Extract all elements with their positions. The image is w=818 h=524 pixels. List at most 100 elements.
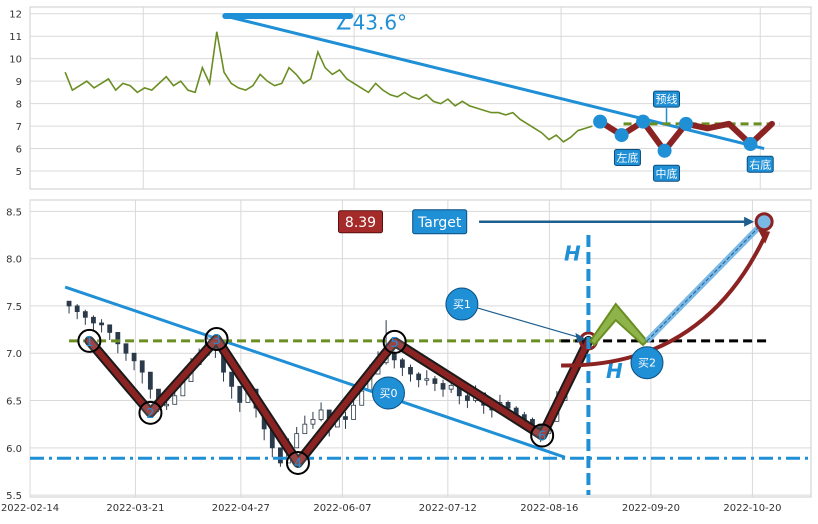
top-price-line bbox=[64, 31, 593, 143]
bottom-ytick-label: 8.0 bbox=[6, 255, 22, 266]
bottom-xtick-label: 2022-03-21 bbox=[106, 503, 164, 514]
bottom-xtick-label: 2022-08-16 bbox=[520, 503, 578, 514]
target-arc bbox=[561, 236, 766, 368]
top-ytick-label: 5 bbox=[16, 167, 22, 178]
bottom-xtick-label: 2022-06-07 bbox=[313, 503, 371, 514]
candle-body bbox=[294, 433, 300, 449]
candle-body bbox=[416, 373, 422, 381]
height-label-upper: H bbox=[564, 242, 581, 266]
top-pattern-marker bbox=[743, 137, 758, 152]
pattern-point-marker bbox=[204, 327, 229, 352]
candle-body bbox=[229, 371, 235, 387]
candle-body bbox=[343, 416, 348, 420]
candle-body bbox=[408, 367, 413, 375]
target-badge-label: Target bbox=[417, 215, 462, 231]
pattern-point-marker bbox=[77, 328, 102, 353]
candle-body bbox=[164, 403, 170, 407]
signal-1-pointer bbox=[477, 307, 585, 340]
top-label-right-bottom: 右底 bbox=[749, 157, 771, 171]
candle-body bbox=[318, 409, 324, 420]
bottom-ytick-label: 8.5 bbox=[6, 207, 22, 218]
top-pattern-marker bbox=[614, 128, 629, 143]
top-label-mid-bottom: 中底 bbox=[656, 166, 678, 180]
candle-body bbox=[66, 300, 72, 307]
signal-bubble bbox=[630, 346, 664, 380]
candle-body bbox=[82, 311, 88, 318]
candle-body bbox=[448, 384, 454, 390]
candle-body bbox=[115, 332, 121, 345]
target-arc-head bbox=[758, 229, 771, 244]
top-ytick-label: 7 bbox=[16, 122, 22, 133]
top-label-neckline: 预线 bbox=[656, 92, 678, 106]
candle-body bbox=[351, 404, 357, 420]
candle-body bbox=[424, 378, 430, 381]
bottom-ytick-label: 6.5 bbox=[6, 397, 22, 408]
signal-label: 买2 bbox=[638, 357, 656, 370]
pattern-point-label: 6 bbox=[538, 430, 546, 445]
bottom-xtick-label: 2022-09-20 bbox=[622, 503, 680, 514]
projection-path-core bbox=[646, 221, 765, 342]
candle-body bbox=[147, 371, 153, 390]
bottom-pattern-line bbox=[86, 336, 592, 466]
candle-body bbox=[440, 383, 446, 390]
candle-body bbox=[302, 423, 308, 435]
candle-body bbox=[310, 419, 316, 425]
signal-bubble bbox=[445, 287, 479, 321]
candle-body bbox=[99, 322, 104, 326]
top-pattern-marker bbox=[636, 114, 651, 129]
candle-body bbox=[131, 352, 137, 362]
top-ytick-label: 6 bbox=[16, 145, 22, 156]
top-ytick-label: 8 bbox=[16, 100, 22, 111]
signal-label: 买0 bbox=[379, 387, 397, 400]
candle-body bbox=[74, 305, 80, 313]
top-ytick-label: 11 bbox=[9, 32, 22, 43]
top-label-left-bottom: 左底 bbox=[616, 151, 638, 165]
candle-body bbox=[237, 385, 243, 403]
candle-body bbox=[91, 316, 96, 324]
top-label-mid-bottom-box bbox=[653, 164, 681, 182]
top-trendline bbox=[224, 14, 765, 151]
target-badge-box bbox=[412, 209, 468, 235]
price-tag-label: 8.39 bbox=[345, 215, 376, 231]
top-ytick-label: 12 bbox=[9, 10, 22, 21]
top-pattern-marker bbox=[679, 116, 694, 131]
top-label-neckline-box bbox=[653, 90, 681, 108]
bottom-xtick-label: 2022-10-20 bbox=[723, 503, 781, 514]
candle-body bbox=[139, 360, 145, 373]
target-arrow-head bbox=[744, 216, 755, 227]
bottom-xtick-label: 2022-07-12 bbox=[419, 503, 477, 514]
bottom-trendline bbox=[64, 285, 566, 459]
top-label-left-bottom-box bbox=[613, 149, 641, 167]
candle-body bbox=[123, 343, 129, 354]
pattern-point-label: 1 bbox=[85, 335, 93, 350]
price-tag-box bbox=[337, 210, 383, 234]
candle-body bbox=[391, 352, 397, 361]
candle-body bbox=[278, 447, 283, 464]
top-ytick-label: 10 bbox=[9, 55, 22, 66]
bottom-plot-area bbox=[29, 199, 812, 498]
bottom-ytick-label: 5.5 bbox=[6, 491, 22, 502]
bottom-xtick-label: 2022-02-14 bbox=[1, 503, 59, 514]
pattern-point-marker bbox=[138, 400, 163, 425]
candle-body bbox=[399, 359, 405, 368]
bottom-ytick-label: 7.5 bbox=[6, 302, 22, 313]
candle-body bbox=[432, 378, 438, 384]
top-pattern-marker bbox=[593, 114, 608, 129]
candle-body bbox=[465, 395, 470, 401]
bottom-xtick-label: 2022-04-27 bbox=[212, 503, 270, 514]
candle-body bbox=[172, 395, 178, 405]
pattern-point-label: 2 bbox=[146, 407, 154, 422]
bottom-ytick-label: 7.0 bbox=[6, 349, 22, 360]
height-label-lower: H bbox=[606, 359, 623, 383]
bottom-panel: 2022-02-14 2022-03-21 2022-04-27 2022-06-07… bbox=[1, 199, 812, 514]
signal-bubble bbox=[371, 376, 405, 410]
pattern-point-marker bbox=[530, 423, 555, 448]
target-marker bbox=[754, 212, 774, 232]
pattern-point-marker bbox=[382, 329, 407, 354]
signal-1-pointer-head bbox=[575, 332, 586, 343]
top-angle-label: ∠43.6° bbox=[335, 10, 407, 34]
bottom-ytick-label: 6.0 bbox=[6, 444, 22, 455]
